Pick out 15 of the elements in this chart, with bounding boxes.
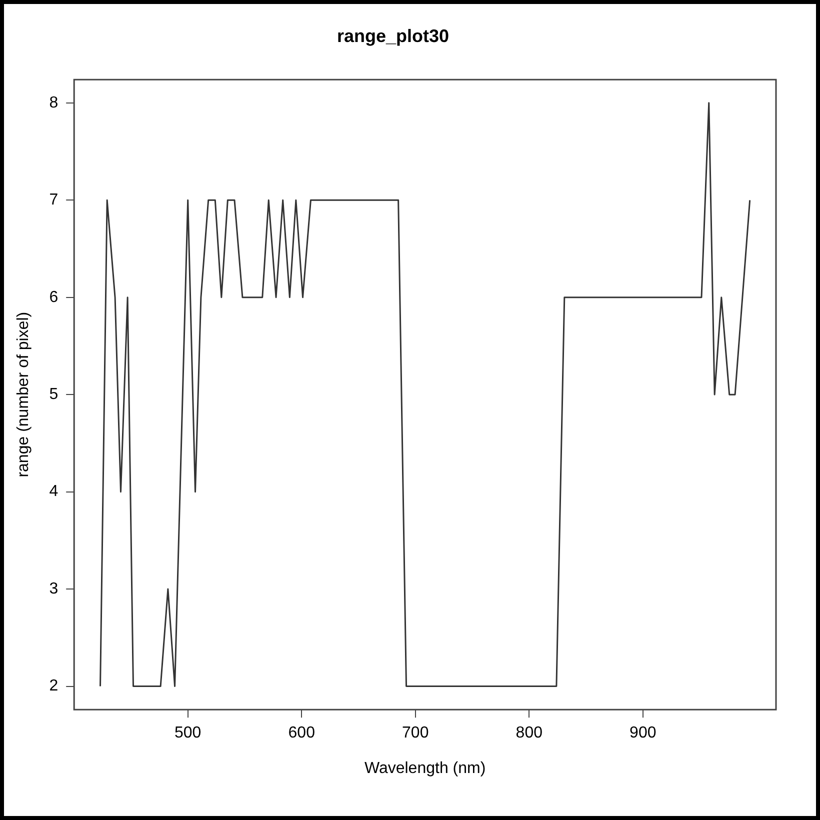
y-tick-label: 2	[49, 678, 58, 695]
x-axis-title: Wavelength (nm)	[364, 760, 486, 777]
y-axis-title: range (number of pixel)	[15, 312, 32, 478]
x-tick-label: 900	[630, 724, 656, 742]
x-tick-label: 700	[402, 724, 429, 742]
chart-title: range_plot30	[336, 26, 450, 46]
y-tick-label: 5	[49, 386, 58, 404]
x-tick-label: 600	[288, 724, 316, 742]
x-tick-label: 800	[516, 724, 543, 742]
y-tick-label: 3	[49, 580, 58, 598]
y-tick-label: 4	[49, 483, 58, 500]
x-tick-label: 500	[174, 724, 202, 742]
y-tick-label: 8	[49, 94, 58, 112]
y-tick-label: 6	[49, 288, 58, 306]
y-tick-label: 7	[49, 192, 58, 209]
